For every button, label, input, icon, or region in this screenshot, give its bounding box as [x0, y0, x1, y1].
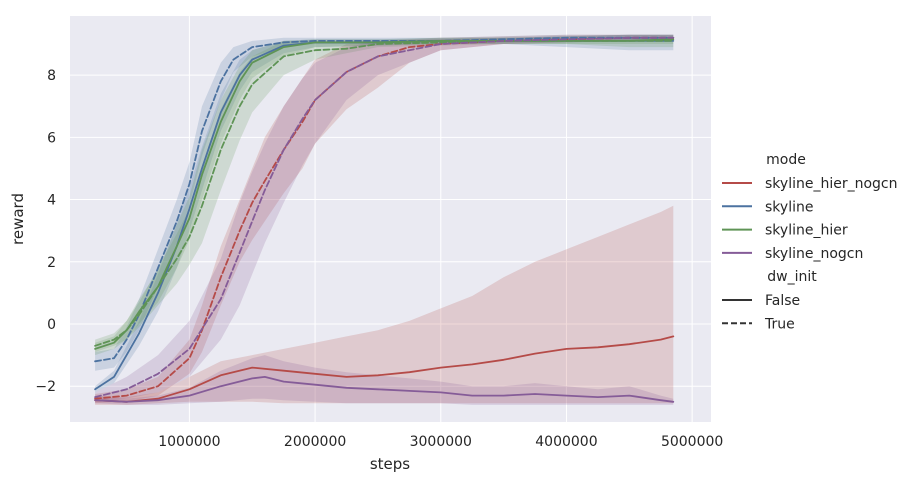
- series-line-skyline_nogcn-true: [94, 36, 675, 399]
- y-tick-label: −2: [35, 379, 56, 395]
- y-tick-label: 6: [47, 130, 56, 146]
- x-tick-label: 3000000: [410, 434, 472, 450]
- legend-label: False: [765, 293, 800, 309]
- y-tick-label: 2: [47, 255, 56, 271]
- series-line-skyline_hier_nogcn-false: [94, 335, 675, 403]
- x-tick-label: 4000000: [535, 434, 597, 450]
- ci-band-skyline_nogcn-true: [95, 34, 674, 402]
- legend-label: skyline_hier_nogcn: [765, 176, 897, 192]
- ci-band-skyline_hier-true: [95, 37, 674, 353]
- grid-lines: [70, 16, 711, 422]
- series-line-skyline_hier-true: [94, 40, 675, 347]
- legend-label: skyline: [765, 199, 813, 215]
- y-tick-label: 0: [47, 317, 56, 333]
- series-line-skyline_nogcn-false: [94, 375, 675, 403]
- y-axis-label: reward: [9, 193, 27, 245]
- x-tick-label: 5000000: [661, 434, 723, 450]
- y-tick-label: 4: [47, 193, 56, 209]
- x-tick-labels: 1000000 2000000 3000000 4000000 5000000: [158, 434, 723, 450]
- legend-title-dw-init: dw_init: [767, 269, 817, 285]
- ci-band-skyline_nogcn-false: [95, 355, 674, 405]
- x-tick-label: 2000000: [284, 434, 346, 450]
- series-lines: [94, 36, 675, 403]
- y-tick-label: 8: [47, 68, 56, 84]
- legend-label: skyline_nogcn: [765, 246, 863, 262]
- legend-title-mode: mode: [766, 152, 806, 168]
- y-tick-labels: −2 0 2 4 6 8: [35, 68, 56, 395]
- legend-label: True: [764, 316, 795, 332]
- x-tick-label: 1000000: [158, 434, 220, 450]
- x-axis-label: steps: [370, 455, 410, 473]
- legend-label: skyline_hier: [765, 223, 848, 239]
